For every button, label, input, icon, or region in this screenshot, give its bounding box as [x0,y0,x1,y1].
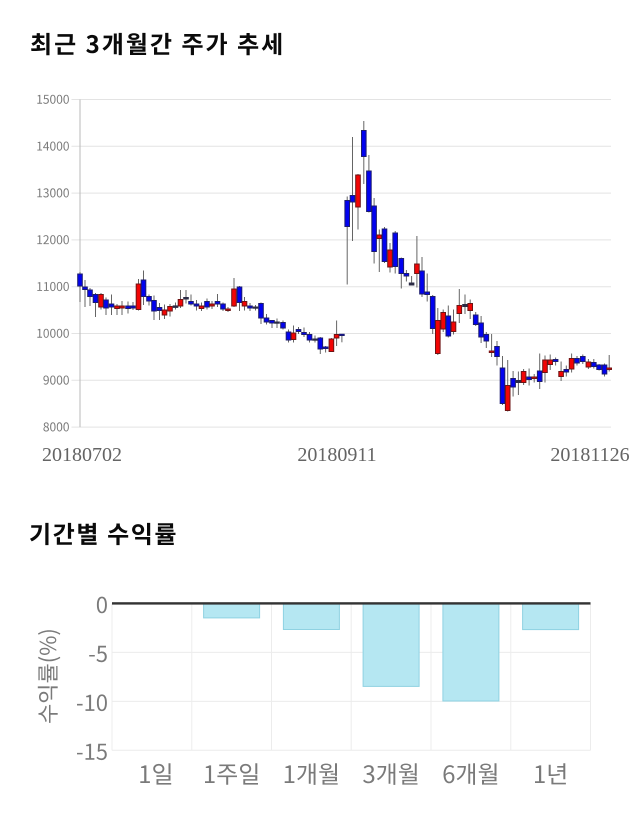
svg-text:20181126: 20181126 [550,444,629,466]
svg-text:20180702: 20180702 [42,444,122,466]
svg-text:20180911: 20180911 [297,444,376,466]
